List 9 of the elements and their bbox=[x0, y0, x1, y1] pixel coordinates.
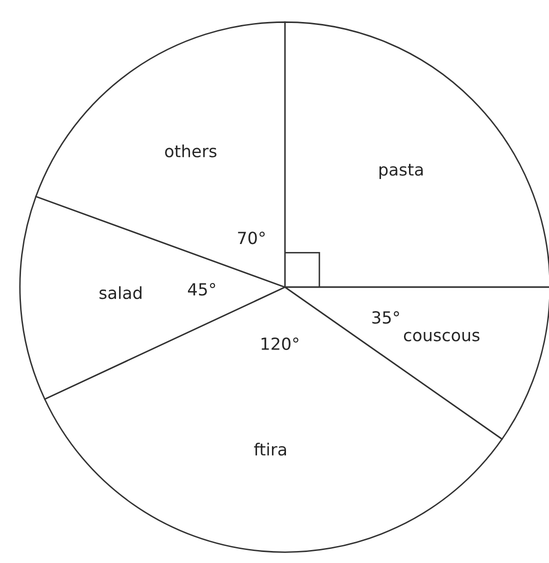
slice-label: pasta bbox=[380, 164, 423, 180]
slice-label: others bbox=[165, 144, 216, 158]
slice-label: salad bbox=[100, 286, 142, 300]
slice-label: ftira bbox=[254, 442, 286, 456]
data-label: 45° bbox=[188, 282, 216, 296]
data-label: 120° bbox=[262, 337, 298, 350]
data-label: 70° bbox=[238, 232, 265, 244]
slice-label: couscous bbox=[404, 332, 480, 342]
data-label: 35° bbox=[372, 311, 399, 324]
